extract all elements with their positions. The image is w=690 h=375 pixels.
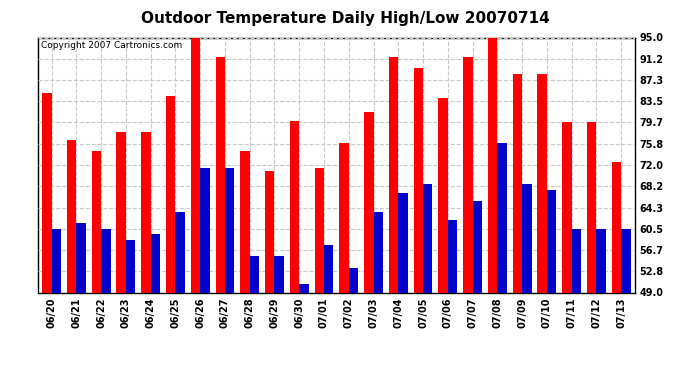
Bar [126, 240, 135, 292]
Bar [596, 229, 606, 292]
Bar [571, 229, 581, 292]
Bar [250, 256, 259, 292]
Bar [473, 201, 482, 292]
Bar [200, 168, 210, 292]
Bar [463, 57, 473, 292]
Bar [215, 57, 225, 292]
Bar [413, 68, 423, 292]
Bar [423, 184, 433, 292]
Bar [513, 74, 522, 292]
Bar [488, 38, 497, 292]
Bar [448, 220, 457, 292]
Bar [150, 234, 160, 292]
Bar [225, 168, 235, 292]
Bar [324, 245, 333, 292]
Bar [299, 284, 308, 292]
Bar [522, 184, 531, 292]
Bar [117, 132, 126, 292]
Bar [240, 151, 250, 292]
Bar [339, 143, 348, 292]
Bar [42, 93, 52, 292]
Bar [190, 38, 200, 292]
Text: Copyright 2007 Cartronics.com: Copyright 2007 Cartronics.com [41, 41, 182, 50]
Bar [562, 122, 571, 292]
Bar [612, 162, 621, 292]
Bar [373, 212, 383, 292]
Bar [52, 229, 61, 292]
Bar [166, 96, 175, 292]
Bar [290, 121, 299, 292]
Bar [67, 140, 77, 292]
Bar [141, 132, 150, 292]
Bar [315, 168, 324, 292]
Bar [364, 112, 373, 292]
Bar [275, 256, 284, 292]
Bar [398, 193, 408, 292]
Text: Outdoor Temperature Daily High/Low 20070714: Outdoor Temperature Daily High/Low 20070… [141, 11, 549, 26]
Bar [547, 190, 556, 292]
Bar [92, 151, 101, 292]
Bar [497, 143, 506, 292]
Bar [175, 212, 185, 292]
Bar [438, 99, 448, 292]
Bar [348, 267, 358, 292]
Bar [538, 74, 547, 292]
Bar [587, 122, 596, 292]
Bar [101, 229, 110, 292]
Bar [621, 229, 631, 292]
Bar [265, 171, 275, 292]
Bar [77, 223, 86, 292]
Bar [389, 57, 398, 292]
